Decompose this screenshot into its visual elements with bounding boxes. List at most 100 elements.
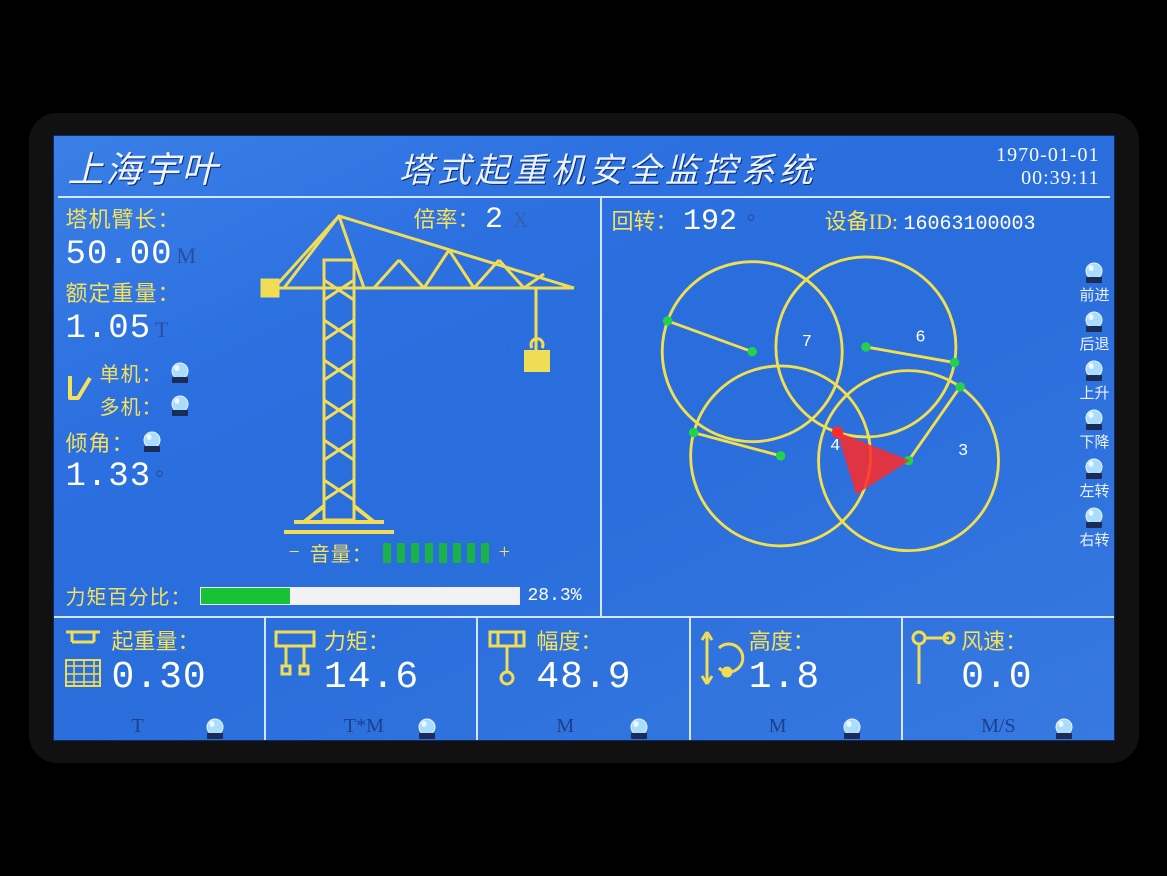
volume-segment [481, 543, 489, 563]
metric-label: 幅度： [536, 624, 602, 656]
lamp-icon [1083, 458, 1105, 480]
indicator-right: 右转 [1079, 507, 1109, 550]
lamp-icon [141, 431, 163, 453]
metric-radius: 幅度：48.9 M [478, 618, 690, 740]
crane-diagram [224, 210, 604, 550]
torque-icon [272, 626, 318, 696]
screen: 上海宇叶 塔式起重机安全监控系统 1970-01-01 00:39:11 倍率：… [53, 135, 1115, 741]
volume-minus-icon[interactable]: − [289, 541, 300, 564]
metric-label: 风速： [961, 624, 1027, 656]
metric-label: 高度： [749, 624, 815, 656]
tilt-value: 1.33 [66, 458, 152, 496]
rotation-label: 回转： [612, 209, 678, 234]
device-id-label: 设备ID: [825, 209, 898, 234]
lamp-icon [169, 362, 191, 384]
indicator-label: 前进 [1079, 284, 1109, 305]
metric-value: 1.8 [749, 656, 820, 699]
time-text: 00:39:11 [996, 167, 1099, 190]
metric-value: 14.6 [324, 656, 419, 699]
metric-unit: M [556, 715, 574, 738]
arm-length-unit: M [177, 243, 197, 268]
volume-bar[interactable] [383, 543, 489, 563]
rotation-field: 回转： 192 ° [612, 204, 756, 239]
hook-icon [60, 626, 106, 696]
volume-segment [467, 543, 475, 563]
brand-name: 上海宇叶 [68, 141, 220, 193]
height-icon [697, 626, 743, 696]
metric-value: 0.0 [961, 656, 1032, 699]
lamp-icon [841, 718, 863, 740]
metric-label: 力矩： [324, 624, 390, 656]
wind-icon [909, 626, 955, 696]
rated-weight-unit: T [155, 317, 168, 342]
radius-icon [484, 626, 530, 696]
lamp-icon [204, 718, 226, 740]
multi-mode-label: 多机： [100, 391, 163, 420]
arm-length-value: 50.00 [66, 236, 173, 274]
lamp-icon [628, 718, 650, 740]
indicator-label: 后退 [1079, 333, 1109, 354]
left-panel: 倍率： 2 X 塔机臂长： 50.00M 额定重量： 1.05T 单机： 多机： [54, 198, 602, 616]
check-icon [66, 372, 94, 402]
metric-torque: 力矩：14.6 T*M [266, 618, 478, 740]
single-mode-label: 单机： [100, 358, 163, 387]
lamp-icon [1083, 360, 1105, 382]
indicator-label: 左转 [1079, 480, 1109, 501]
tilt-unit: ° [155, 465, 164, 490]
indicator-left: 左转 [1079, 458, 1109, 501]
volume-segment [411, 543, 419, 563]
bottom-metrics: 起重量：0.30T 力矩：14.6 T*M 幅度：48.9 M 高度：1.8 M 风速：0.0… [54, 616, 1114, 740]
svg-text:6: 6 [915, 328, 925, 347]
svg-text:3: 3 [958, 442, 968, 461]
metric-unit: M [769, 715, 787, 738]
svg-text:4: 4 [830, 437, 840, 456]
lamp-icon [1053, 718, 1075, 740]
lamp-icon [1083, 507, 1105, 529]
system-title: 塔式起重机安全监控系统 [399, 143, 817, 192]
metric-unit: M/S [981, 715, 1015, 738]
volume-segment [383, 543, 391, 563]
metric-value: 48.9 [536, 656, 631, 699]
metric-label: 起重量： [112, 624, 200, 656]
metric-unit: T*M [344, 715, 384, 738]
lamp-icon [1083, 262, 1105, 284]
lamp-icon [1083, 409, 1105, 431]
svg-text:7: 7 [801, 333, 811, 352]
rotation-unit: ° [747, 209, 756, 234]
rated-weight-label: 额定重量： [66, 281, 181, 306]
metric-wind: 风速：0.0 M/S [903, 618, 1113, 740]
lamp-icon [169, 395, 191, 417]
indicator-label: 下降 [1079, 431, 1109, 452]
volume-label: 音量： [310, 538, 373, 567]
lamp-icon [416, 718, 438, 740]
right-top-row: 回转： 192 ° 设备ID: 16063100003 [612, 204, 1108, 239]
date-text: 1970-01-01 [996, 144, 1099, 167]
volume-segment [439, 543, 447, 563]
indicator-backward: 后退 [1079, 311, 1109, 354]
indicator-down: 下降 [1079, 409, 1109, 452]
indicator-up: 上升 [1079, 360, 1109, 403]
volume-plus-icon[interactable]: + [499, 541, 510, 564]
volume-row: − 音量： + [289, 538, 511, 567]
tilt-label: 倾角： [66, 426, 135, 458]
torque-pct-label: 力矩百分比： [66, 581, 192, 610]
lamp-icon [1083, 311, 1105, 333]
volume-segment [425, 543, 433, 563]
metric-height: 高度：1.8 M [691, 618, 903, 740]
metric-unit: T [132, 715, 144, 738]
torque-pct-bar [200, 587, 520, 605]
indicator-forward: 前进 [1079, 262, 1109, 305]
device-id-value: 16063100003 [903, 213, 1035, 236]
header: 上海宇叶 塔式起重机安全监控系统 1970-01-01 00:39:11 [54, 136, 1114, 196]
side-indicator-column: 前进后退上升下降左转右转 [1079, 262, 1109, 550]
metric-load: 起重量：0.30T [54, 618, 266, 740]
volume-segment [453, 543, 461, 563]
arm-length-label: 塔机臂长： [66, 207, 181, 232]
rated-weight-value: 1.05 [66, 310, 152, 348]
indicator-label: 上升 [1079, 382, 1109, 403]
rotation-diagram: 7 6 4 3 [638, 238, 1018, 598]
clock: 1970-01-01 00:39:11 [996, 144, 1099, 190]
rotation-value: 192 [683, 205, 737, 239]
indicator-label: 右转 [1079, 529, 1109, 550]
torque-pct-text: 28.3% [528, 586, 590, 606]
